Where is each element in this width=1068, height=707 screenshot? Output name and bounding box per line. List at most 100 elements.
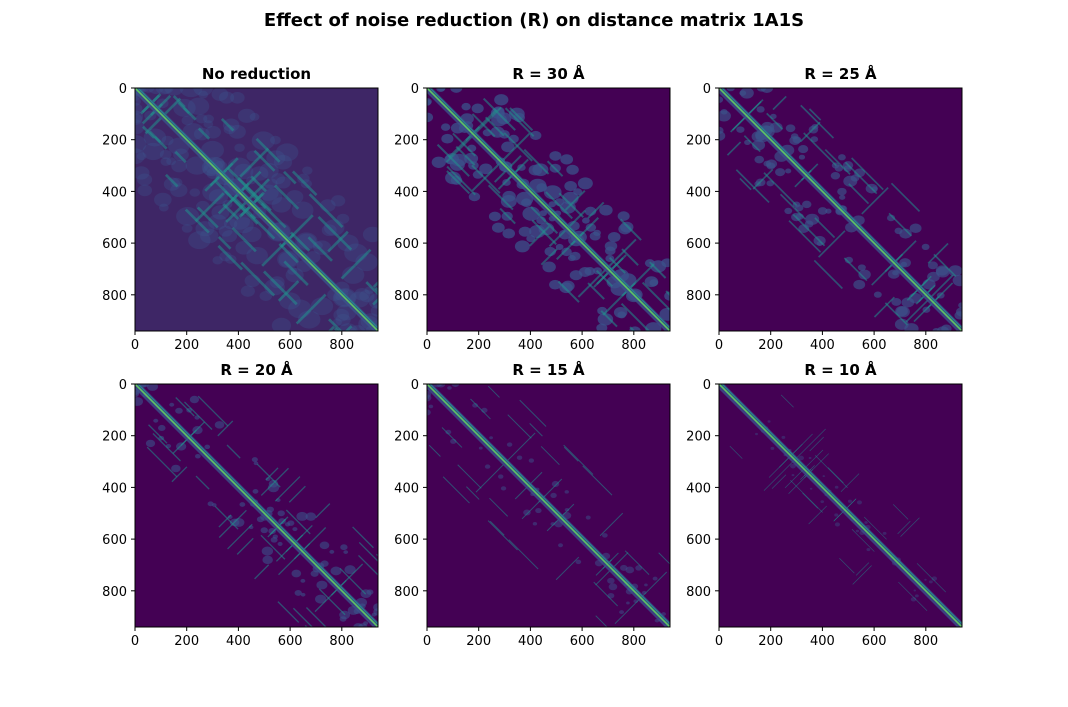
contact-blob [719, 96, 724, 103]
contact-blob [488, 211, 501, 222]
contact-streak [197, 395, 229, 427]
contact-blob [153, 418, 159, 423]
contact-blob [569, 251, 581, 261]
x-tick-label: 0 [131, 338, 139, 353]
contact-blob [756, 88, 767, 92]
contact-blob [159, 149, 172, 160]
contact-blob [235, 241, 253, 255]
contact-streak [795, 428, 826, 460]
x-tick-label: 0 [423, 338, 431, 353]
contact-blob [652, 576, 658, 581]
heatmap-panel-0: No reduction 0 200 400 600 800 0 200 400 600 800 [102, 65, 379, 353]
contact-blob [820, 500, 825, 504]
contact-blob [555, 243, 564, 250]
contact-blob [785, 168, 792, 174]
contact-blob [260, 527, 268, 534]
y-tick-label: 400 [394, 481, 419, 496]
y-tick-label: 800 [102, 289, 127, 304]
contact-blob [478, 446, 483, 450]
contact-blob [887, 269, 900, 279]
contact-blob [218, 91, 235, 104]
contact-streak [809, 436, 824, 452]
contact-streak [827, 467, 844, 484]
contact-streak [197, 127, 211, 140]
contact-streak [317, 216, 353, 251]
contact-streak [194, 192, 225, 223]
contact-streak [172, 95, 186, 109]
contact-streak [629, 326, 636, 331]
contact-streak [487, 385, 500, 398]
contact-blob [597, 313, 614, 326]
contact-streak [897, 520, 911, 535]
contact-blob [479, 163, 493, 175]
contact-blob [370, 305, 378, 317]
contact-streak [288, 485, 306, 503]
contact-streak [487, 184, 514, 211]
contact-streak [184, 208, 210, 234]
contact-streak [640, 571, 668, 599]
contact-blob [522, 206, 541, 221]
contact-blob [798, 224, 810, 233]
contact-blob [427, 409, 431, 416]
contact-streak [752, 168, 774, 190]
contact-blob [719, 126, 724, 135]
contact-blob [249, 112, 260, 121]
contact-streak [372, 280, 378, 289]
contact-streak [273, 184, 300, 210]
contact-streak [768, 443, 803, 478]
contact-streak [285, 524, 313, 553]
contact-blob [539, 210, 547, 217]
contact-streak [608, 256, 626, 274]
x-tick-label: 200 [758, 338, 783, 353]
contact-blob [607, 592, 615, 599]
contact-blob [223, 124, 236, 135]
contact-blob [313, 240, 332, 255]
contact-blob [518, 226, 532, 237]
axes-frame [134, 87, 379, 332]
contact-blob [230, 91, 245, 104]
contact-streak [600, 310, 618, 328]
contact-streak [808, 108, 822, 121]
contact-blob [784, 207, 793, 215]
contact-blob [626, 601, 630, 605]
contact-streak [372, 297, 378, 306]
contact-streak [888, 212, 913, 237]
contact-blob [619, 610, 625, 615]
y-tick-label: 600 [102, 237, 127, 252]
contact-blob [736, 126, 745, 133]
contact-blob [135, 390, 140, 398]
contact-streak [803, 132, 837, 167]
contact-blob [295, 232, 318, 251]
contact-blob [601, 533, 608, 538]
x-tick-label: 200 [174, 634, 199, 649]
contact-streak [916, 563, 946, 593]
contact-blob [808, 456, 812, 460]
contact-blob [329, 549, 335, 554]
contact-blob [516, 455, 523, 460]
contact-streak [557, 280, 580, 303]
contact-streak [548, 227, 568, 248]
contact-blob [262, 188, 283, 205]
contact-streak [802, 492, 819, 509]
contact-blob [135, 113, 143, 126]
contact-streak [214, 505, 239, 530]
contact-blob [292, 527, 298, 532]
axes-frame [718, 383, 963, 628]
contact-blob [899, 228, 912, 239]
contact-streak [365, 281, 378, 296]
contact-streak [898, 581, 928, 611]
contact-blob [440, 123, 451, 131]
contact-blob [899, 258, 911, 268]
contact-blob [147, 384, 159, 391]
x-tick-label: 800 [329, 634, 354, 649]
contact-blob [214, 421, 225, 429]
contact-blob [756, 106, 765, 113]
contact-blob [847, 499, 852, 503]
contact-blob [882, 531, 887, 535]
contact-streak [763, 460, 795, 491]
contact-blob [211, 503, 217, 507]
contact-blob [170, 177, 183, 188]
contact-streak [442, 476, 470, 504]
contact-blob [195, 113, 208, 124]
contact-blob [566, 164, 579, 175]
